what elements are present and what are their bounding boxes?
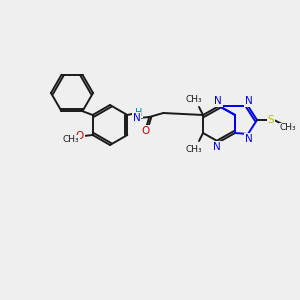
Text: CH₃: CH₃ [186, 145, 202, 154]
Text: S: S [268, 115, 274, 125]
Text: N: N [214, 96, 222, 106]
Text: N: N [213, 142, 221, 152]
Text: CH₃: CH₃ [62, 136, 79, 145]
Text: N: N [245, 96, 253, 106]
Text: N: N [245, 134, 253, 144]
Text: CH₃: CH₃ [186, 94, 202, 103]
Text: O: O [76, 131, 84, 141]
Text: H: H [135, 107, 142, 118]
Text: CH₃: CH₃ [280, 124, 296, 133]
Text: O: O [141, 126, 149, 136]
Text: N: N [133, 113, 141, 123]
